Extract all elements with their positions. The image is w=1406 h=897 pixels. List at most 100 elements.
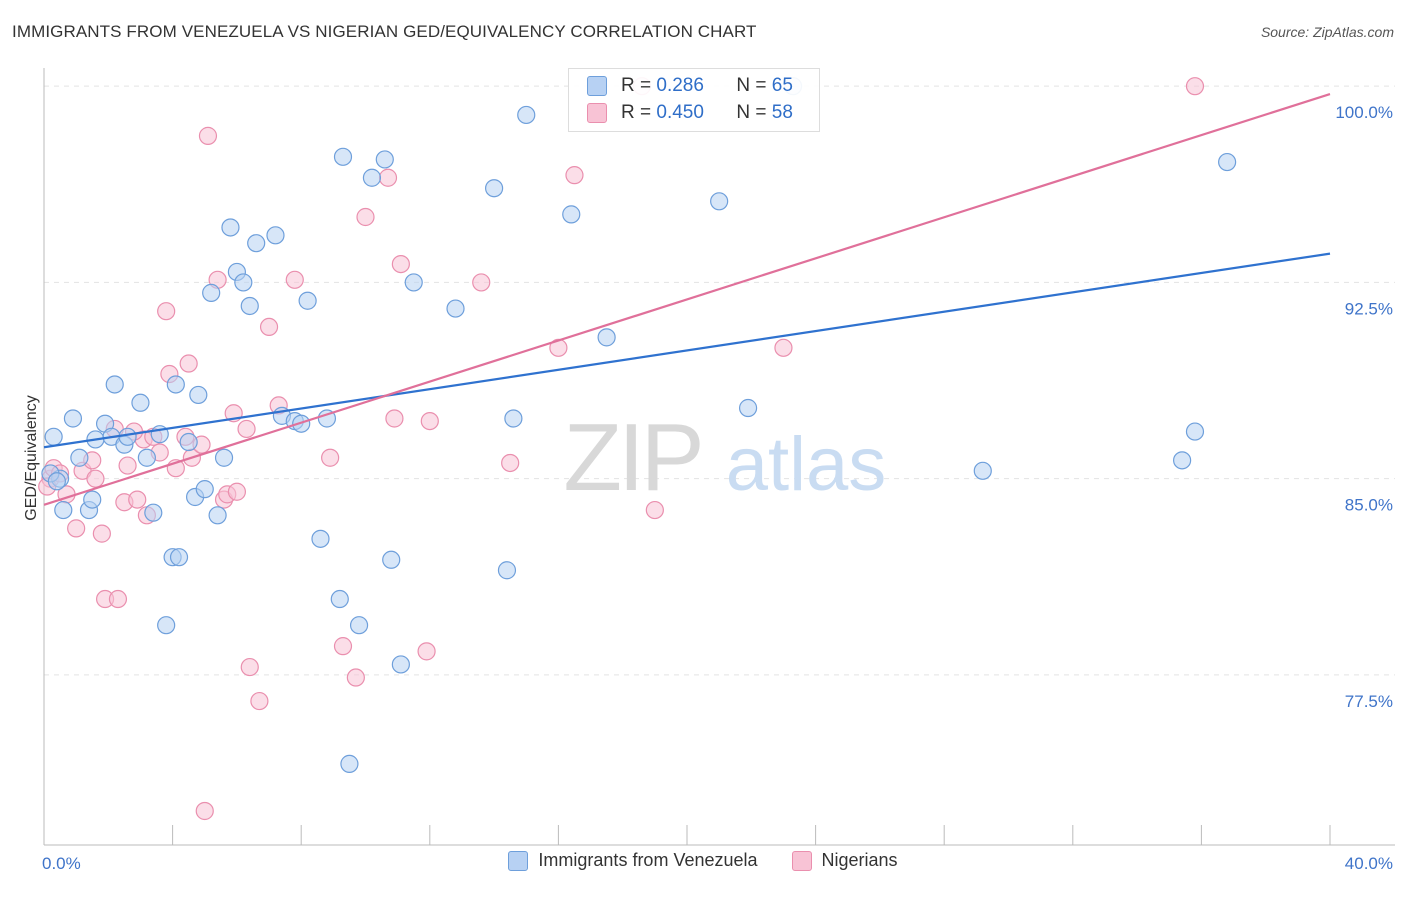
data-point (202, 283, 221, 302)
data-point (234, 273, 253, 292)
data-point (108, 589, 128, 609)
data-point (517, 105, 536, 125)
data-point (738, 398, 758, 418)
data-point (1218, 152, 1237, 172)
stats-row-venezuela: R = 0.286 N = 65 (587, 75, 793, 97)
data-point (391, 655, 410, 674)
legend-label-nigerians: Nigerians (821, 850, 898, 870)
data-point (118, 456, 137, 475)
data-point (227, 482, 246, 501)
data-point (362, 168, 382, 187)
data-point (70, 448, 89, 467)
data-point (497, 561, 517, 580)
data-point (105, 375, 124, 394)
data-point (131, 393, 150, 412)
gridlines (44, 85, 1395, 676)
data-point (417, 642, 436, 661)
data-point (385, 409, 404, 428)
data-point (86, 469, 105, 488)
data-point (157, 616, 176, 635)
source-label: Source: ZipAtlas.com (1260, 24, 1394, 40)
data-point (340, 754, 359, 773)
data-point (597, 328, 616, 347)
watermark: ZIP atlas (563, 404, 886, 511)
r-value: 0.450 (656, 102, 704, 123)
trend-lines (43, 92, 1331, 506)
chart-title: IMMIGRANTS FROM VENEZUELA VS NIGERIAN GE… (12, 22, 757, 41)
data-point (562, 205, 581, 224)
data-point (189, 385, 208, 405)
y-tick-labels: 77.5% 85.0% 92.5% 100.0% (1335, 103, 1393, 711)
data-point (54, 500, 73, 520)
r-value: 0.286 (656, 75, 704, 96)
n-label: N = (736, 75, 767, 96)
data-point (391, 255, 410, 274)
bottom-legend: Immigrants from Venezuela Nigerians (0, 850, 1406, 871)
data-point (118, 427, 137, 446)
data-point (198, 126, 218, 145)
data-point (710, 192, 729, 211)
data-point (208, 506, 227, 525)
data-point (774, 338, 793, 357)
data-point (237, 419, 256, 439)
data-point (240, 296, 259, 316)
r-label: R = (621, 102, 652, 123)
trend-line-venezuela (43, 252, 1331, 449)
data-point (67, 519, 86, 538)
data-point (195, 480, 214, 499)
data-point (128, 490, 147, 509)
stats-legend: R = 0.286 N = 65 R = 0.450 N = 58 (568, 68, 820, 132)
data-point (214, 448, 234, 467)
data-point (321, 448, 340, 467)
data-point (1185, 422, 1205, 441)
data-point (311, 529, 330, 548)
data-point (179, 354, 198, 373)
y-tick-label: 92.5% (1345, 299, 1393, 318)
data-point (333, 637, 353, 656)
stats-row-nigerians: R = 0.450 N = 58 (587, 102, 793, 124)
data-point (157, 302, 176, 321)
data-point (63, 409, 83, 428)
stats-swatch-nigerians (587, 103, 607, 123)
data-point (144, 503, 163, 522)
data-point (330, 589, 349, 609)
data-point (645, 500, 664, 520)
watermark-zip: ZIP (563, 404, 700, 511)
data-point (221, 218, 240, 237)
data-point (285, 270, 304, 289)
data-point (382, 550, 401, 569)
data-point (349, 616, 369, 635)
data-point (195, 801, 214, 821)
watermark-atlas: atlas (726, 422, 887, 507)
data-point (501, 453, 520, 473)
data-point (83, 490, 102, 509)
data-point (375, 150, 394, 169)
data-point (404, 273, 423, 292)
data-point (565, 166, 584, 185)
series-venezuela (41, 77, 1237, 773)
n-label: N = (736, 102, 767, 123)
x-tick-label: 0.0% (42, 854, 81, 873)
data-point (44, 427, 63, 446)
data-point (1173, 451, 1192, 470)
y-axis-label: GED/Equivalency (23, 395, 40, 520)
data-point (973, 461, 992, 480)
data-point (420, 412, 439, 431)
data-point (378, 168, 398, 187)
stats-swatch-venezuela (587, 76, 607, 96)
data-point (266, 226, 285, 245)
legend-item-nigerians[interactable]: Nigerians (791, 850, 898, 871)
data-point (137, 448, 156, 467)
legend-item-venezuela[interactable]: Immigrants from Venezuela (508, 850, 758, 871)
r-label: R = (621, 75, 652, 96)
y-tick-label: 85.0% (1345, 496, 1393, 515)
x-tick-label: 40.0% (1345, 854, 1393, 873)
data-point (247, 234, 266, 253)
legend-label-venezuela: Immigrants from Venezuela (538, 850, 758, 870)
data-point (298, 291, 317, 310)
legend-swatch-nigerians (791, 850, 812, 871)
data-point (179, 432, 198, 452)
data-point (240, 657, 259, 677)
data-point (259, 317, 279, 336)
